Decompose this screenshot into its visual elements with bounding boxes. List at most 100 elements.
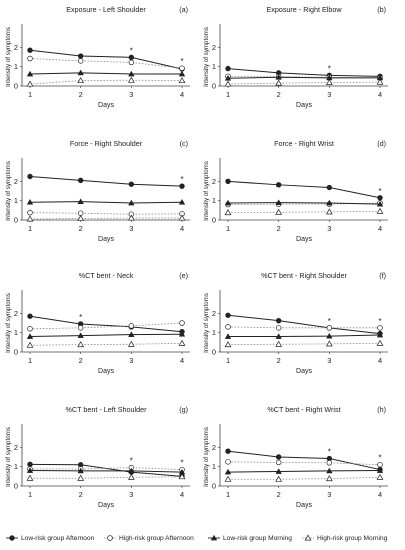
data-point (224, 74, 232, 81)
data-point (224, 475, 232, 482)
y-axis-label: Intensity of symptoms (5, 161, 12, 221)
data-point (178, 473, 186, 480)
data-point (179, 65, 185, 71)
data-point (377, 325, 383, 331)
data-point (178, 339, 186, 346)
series-line (29, 470, 183, 473)
panel-label: (g) (179, 405, 188, 414)
data-point (127, 214, 135, 221)
data-point (128, 59, 135, 66)
y-tick-label: 2 (14, 443, 18, 452)
x-tick-label: 2 (79, 356, 83, 365)
data-point (26, 198, 34, 205)
x-tick-label: 1 (226, 224, 230, 233)
data-point (275, 79, 283, 86)
panel-label: (e) (179, 271, 188, 280)
chart-title: Force - Right Shoulder (70, 139, 143, 148)
data-point (376, 207, 384, 214)
y-tick-label: 0 (212, 216, 216, 225)
x-tick-label: 4 (180, 224, 184, 233)
chart-title: %CT bent - Right Shoulder (261, 271, 347, 280)
data-point (128, 323, 135, 329)
series-3 (224, 467, 384, 475)
chart-panel: %CT bent - Neck (e) 0 1 2 1 2 3 4 Days Intensity o… (5, 271, 190, 375)
data-point (275, 182, 282, 188)
data-point (275, 475, 283, 482)
chart-panel: Exposure - Right Elbow (b) 0 1 2 1 2 3 4 Days Inte… (203, 5, 388, 109)
series-line (29, 315, 183, 333)
data-point (127, 340, 135, 347)
y-tick-label: 2 (212, 43, 216, 52)
legend-marker (304, 534, 312, 541)
data-point (275, 325, 282, 331)
series-3 (26, 69, 186, 77)
significance-marker: * (328, 64, 331, 73)
series-line (29, 463, 183, 477)
y-tick-label: 0 (212, 348, 216, 357)
y-tick-label: 0 (14, 82, 18, 91)
data-point (325, 340, 333, 347)
significance-marker: * (328, 448, 331, 457)
panel-label: (f) (379, 271, 386, 280)
data-point (128, 70, 135, 77)
panel-label: (b) (377, 5, 386, 14)
data-point (179, 183, 185, 189)
x-tick-label: 3 (327, 224, 331, 233)
x-tick-label: 1 (28, 224, 32, 233)
chart-panel: Exposure - Left Shoulder (a) 0 1 2 1 2 3 4 Days In… (5, 5, 190, 109)
data-point (225, 324, 231, 330)
data-point (275, 340, 283, 347)
series-line (29, 217, 182, 220)
data-point (325, 475, 333, 482)
series-1 (225, 312, 383, 337)
x-tick-label: 1 (226, 490, 230, 499)
x-tick-label: 3 (129, 356, 133, 365)
chart-title: %CT bent - Left Shoulder (66, 405, 148, 414)
data-point (27, 313, 33, 319)
series-1 (27, 173, 185, 189)
legend-marker (107, 535, 113, 541)
data-point (275, 199, 282, 205)
data-point (77, 198, 84, 204)
x-tick-label: 4 (180, 90, 184, 99)
series-line (227, 202, 381, 205)
y-tick-label: 2 (14, 177, 18, 186)
significance-marker: * (378, 187, 381, 196)
x-tick-label: 2 (277, 90, 281, 99)
chart-panel: %CT bent - Left Shoulder (g) 0 1 2 1 2 3 4 Days In… (5, 405, 190, 509)
data-point (325, 208, 333, 215)
series-line (29, 49, 183, 70)
series-4 (26, 473, 186, 481)
chart-title: Exposure - Left Shoulder (66, 5, 146, 14)
series-line (227, 210, 381, 214)
data-point (224, 199, 232, 206)
x-tick-label: 2 (277, 356, 281, 365)
data-point (77, 210, 84, 216)
x-tick-label: 3 (129, 490, 133, 499)
x-tick-label: 4 (378, 224, 382, 233)
data-point (77, 53, 84, 59)
data-point (77, 341, 85, 348)
data-point (178, 330, 186, 337)
data-point (26, 474, 34, 481)
series-1 (27, 313, 185, 335)
data-point (77, 77, 85, 84)
data-point (376, 331, 384, 338)
x-tick-label: 2 (277, 490, 281, 499)
data-point (225, 65, 231, 72)
data-point (275, 459, 282, 466)
x-tick-label: 4 (180, 356, 184, 365)
legend-label: Low-risk group Afternoon (21, 535, 95, 542)
series-1 (225, 448, 383, 473)
data-point (275, 208, 283, 215)
significance-marker: * (180, 57, 183, 66)
y-axis-label: Intensity of symptoms (203, 427, 210, 487)
data-point (376, 473, 384, 480)
series-line (227, 81, 381, 85)
x-axis-label: Days (98, 368, 114, 375)
x-tick-label: 1 (28, 90, 32, 99)
data-point (26, 70, 34, 77)
series-line (227, 470, 381, 473)
panel-label: (c) (180, 139, 188, 148)
